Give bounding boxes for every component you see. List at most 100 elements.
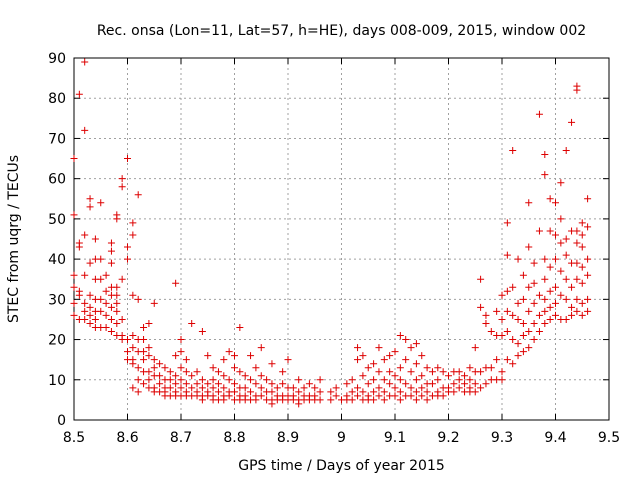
data-point: [273, 384, 281, 392]
data-point: [102, 323, 110, 331]
data-point: [568, 303, 576, 311]
data-point: [113, 291, 121, 299]
data-point: [81, 271, 89, 279]
data-point: [129, 344, 137, 352]
data-point: [418, 392, 426, 400]
data-point: [279, 380, 287, 388]
x-tick-label: 9.2: [437, 430, 459, 446]
data-point: [386, 380, 394, 388]
data-point: [466, 376, 474, 384]
data-point: [134, 191, 142, 199]
data-point: [300, 384, 308, 392]
data-point: [140, 380, 148, 388]
data-point: [107, 239, 115, 247]
data-point: [182, 368, 190, 376]
data-point: [568, 311, 576, 319]
data-point: [557, 215, 565, 223]
data-point: [209, 384, 217, 392]
data-point: [327, 388, 335, 396]
data-point: [118, 275, 126, 283]
data-point: [129, 360, 137, 368]
data-point: [450, 380, 458, 388]
data-point: [509, 360, 517, 368]
data-point: [573, 275, 581, 283]
data-point: [402, 380, 410, 388]
data-point: [562, 251, 570, 259]
data-point: [75, 291, 83, 299]
data-point: [552, 199, 559, 207]
data-point: [519, 295, 527, 303]
data-point: [236, 323, 244, 331]
x-tick-label: 9.4: [544, 430, 566, 446]
data-point: [86, 203, 94, 211]
data-point: [145, 319, 153, 327]
data-point: [370, 396, 378, 404]
data-point: [578, 263, 586, 271]
data-point: [482, 311, 490, 319]
data-point: [150, 356, 158, 364]
data-point: [311, 384, 319, 392]
data-point: [509, 336, 517, 344]
data-point: [359, 372, 367, 380]
data-point: [257, 372, 265, 380]
data-point: [434, 364, 442, 372]
data-point: [177, 376, 185, 384]
data-point: [503, 219, 511, 227]
data-point: [220, 356, 228, 364]
data-point: [348, 376, 356, 384]
data-point: [220, 372, 228, 380]
data-point: [525, 199, 533, 207]
data-point: [428, 368, 436, 376]
data-point: [166, 368, 174, 376]
data-point: [584, 307, 592, 315]
data-point: [113, 299, 121, 307]
data-point: [573, 307, 581, 315]
data-point: [552, 283, 559, 291]
data-point: [81, 315, 89, 323]
data-point: [461, 372, 469, 380]
data-point: [107, 328, 115, 336]
data-point: [209, 376, 217, 384]
data-point: [295, 388, 303, 396]
data-point: [156, 372, 164, 380]
data-point: [97, 295, 105, 303]
data-point: [423, 396, 431, 404]
y-tick-label: 50: [48, 212, 66, 228]
data-point: [578, 243, 586, 251]
data-point: [562, 147, 570, 155]
data-point: [434, 376, 442, 384]
data-point: [514, 315, 522, 323]
data-point: [370, 376, 378, 384]
data-point: [541, 275, 549, 283]
data-point: [145, 376, 153, 384]
data-point: [354, 384, 362, 392]
data-point: [113, 215, 121, 223]
data-point: [252, 364, 260, 372]
y-axis-tick-labels: 0 10 20 30 40 50 60 70 80 90: [48, 51, 66, 429]
data-point: [172, 352, 180, 360]
data-point: [70, 211, 78, 219]
axis-ticks: [73, 57, 610, 421]
data-point: [375, 368, 383, 376]
data-point: [509, 147, 517, 155]
data-point: [247, 352, 255, 360]
data-point: [91, 235, 99, 243]
data-point: [423, 364, 431, 372]
data-point: [396, 396, 404, 404]
data-point: [124, 348, 131, 356]
data-point: [370, 360, 378, 368]
data-point: [514, 352, 522, 360]
data-point: [214, 368, 222, 376]
data-point: [231, 388, 238, 396]
data-point: [498, 291, 506, 299]
data-point: [332, 384, 340, 392]
data-point: [471, 380, 479, 388]
data-point: [380, 388, 388, 396]
data-point: [412, 396, 420, 404]
data-point: [578, 219, 586, 227]
data-point: [418, 384, 426, 392]
data-point: [428, 380, 436, 388]
data-point: [573, 227, 581, 235]
data-point: [493, 356, 501, 364]
data-point: [124, 243, 131, 251]
